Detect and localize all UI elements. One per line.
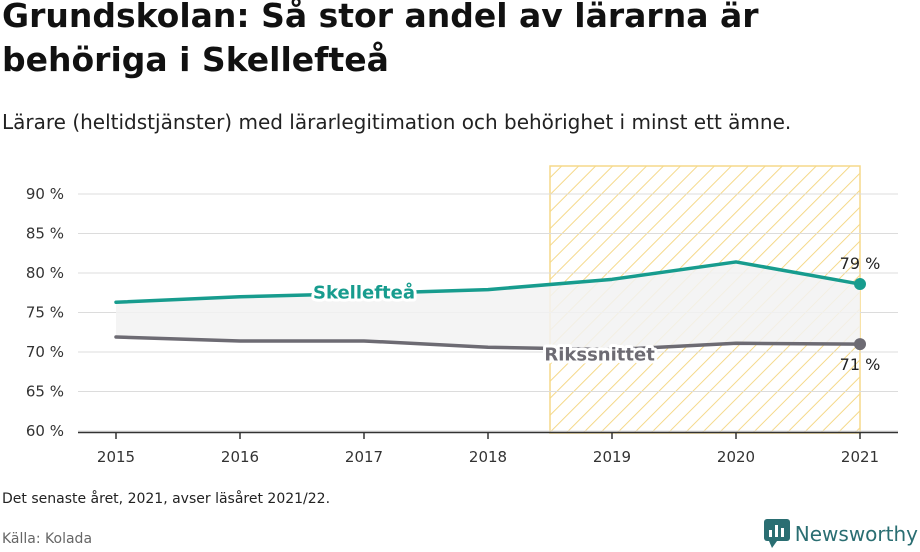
grid-lines [78, 193, 898, 432]
end-point [854, 338, 866, 351]
gap-area [116, 261, 860, 350]
gap-fill [116, 261, 860, 350]
chart-title: Grundskolan: Så stor andel av lärarna är… [2, 0, 759, 79]
x-tick-label: 2019 [593, 448, 631, 466]
y-tick-label: 65 % [26, 383, 64, 401]
end-value-label: 79 % [840, 254, 881, 273]
y-tick-label: 90 % [26, 185, 64, 203]
series-line [114, 260, 862, 304]
series-label: Rikssnittet [544, 344, 655, 365]
x-tick-label: 2020 [717, 448, 755, 466]
series-line [114, 335, 862, 352]
chart-subtitle: Lärare (heltidstjänster) med lärarlegiti… [2, 110, 792, 134]
chart-labels: 60 % 65 % 70 % 75 % 80 % 85 % 90 % 2015 2016 2017… [26, 185, 880, 466]
series-lines [114, 260, 866, 352]
y-tick-label: 70 % [26, 343, 64, 361]
x-axis [78, 431, 898, 439]
x-tick-label: 2017 [345, 448, 383, 466]
series-label: Skellefteå [313, 282, 415, 304]
footnote: Det senaste året, 2021, avser läsåret 20… [2, 491, 331, 507]
source-text: Källa: Kolada [2, 531, 93, 547]
end-value-label: 71 % [840, 355, 881, 374]
brand-logo: Newsworthy [763, 519, 918, 549]
brand-name: Newsworthy [794, 522, 918, 546]
x-tick-label: 2015 [97, 448, 135, 466]
y-tick-label: 80 % [26, 264, 64, 282]
newsworthy-logo-icon [763, 519, 790, 548]
x-tick-label: 2016 [221, 448, 259, 466]
y-tick-label: 60 % [26, 422, 64, 440]
x-tick-label: 2021 [841, 448, 879, 466]
end-point [854, 278, 866, 291]
x-tick-label: 2018 [469, 448, 507, 466]
y-tick-label: 85 % [26, 225, 64, 243]
line-chart: 60 % 65 % 70 % 75 % 80 % 85 % 90 % 2015 2016 2017… [26, 165, 898, 466]
y-tick-label: 75 % [26, 304, 64, 322]
